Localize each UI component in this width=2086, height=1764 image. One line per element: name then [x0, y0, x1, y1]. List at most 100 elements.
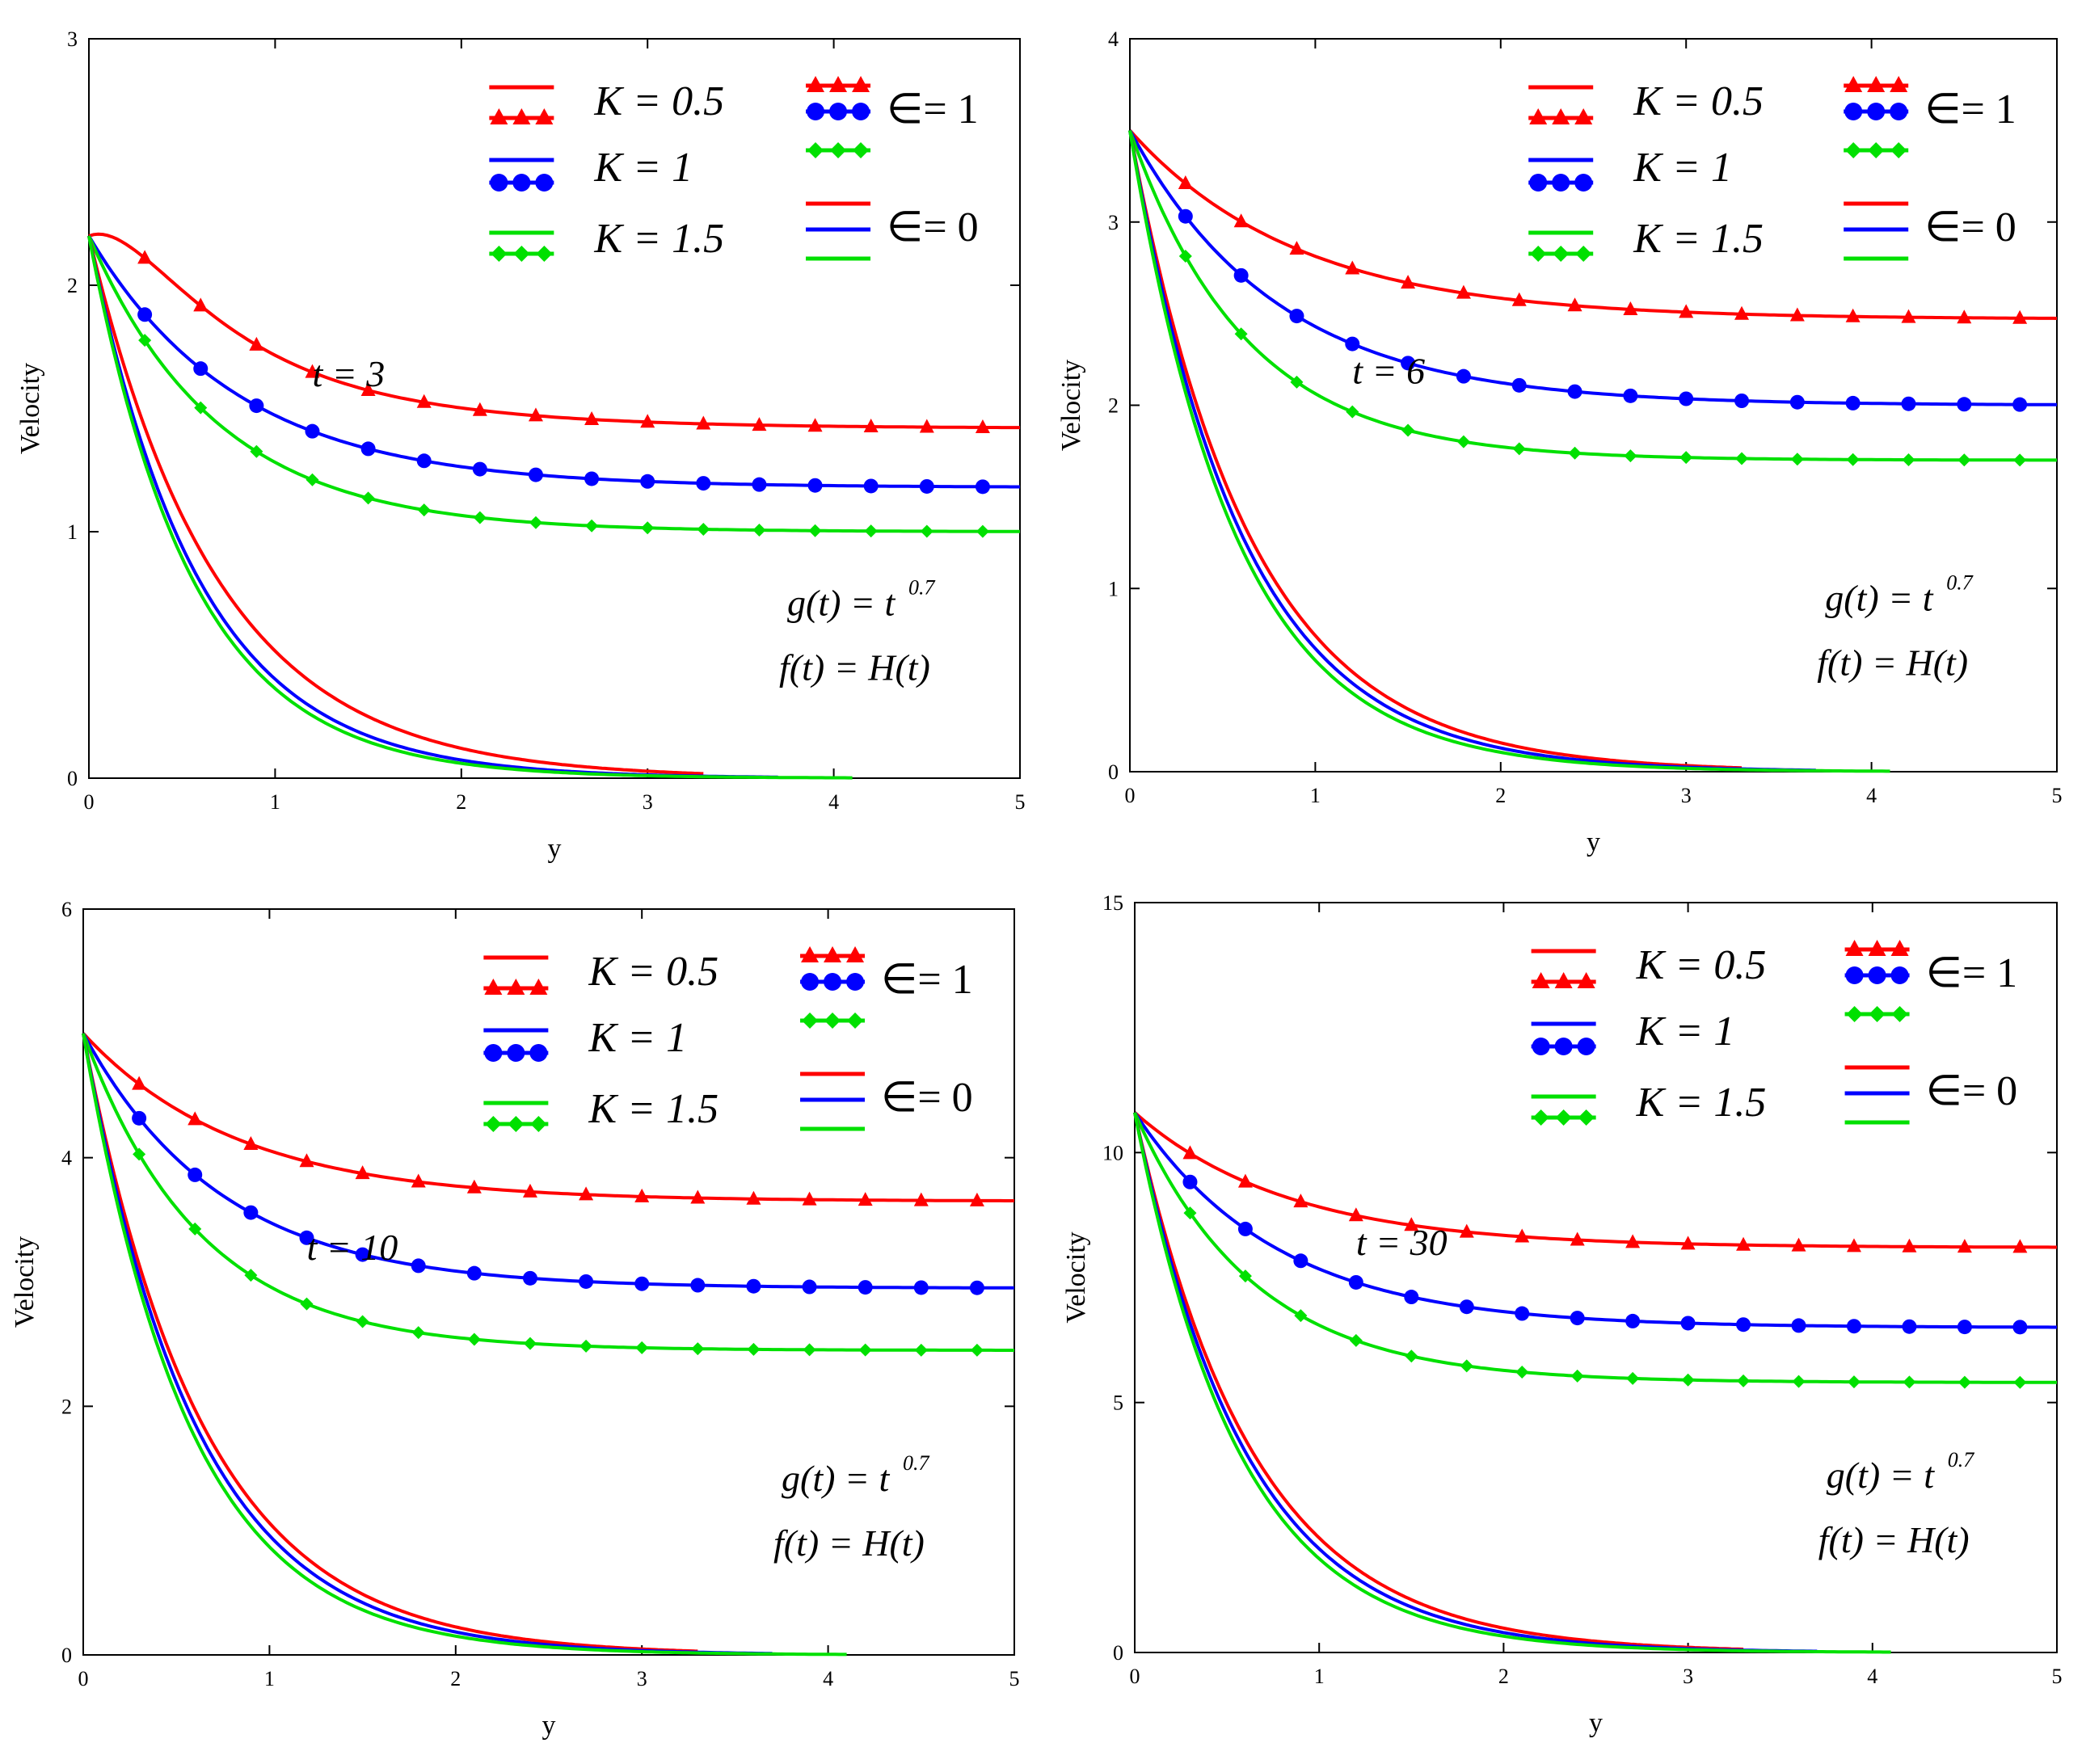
data-point	[976, 524, 989, 538]
y-axis-label: Velocity	[15, 363, 45, 454]
data-point	[466, 1179, 482, 1194]
data-point	[1791, 1237, 1806, 1252]
legend-sym-k15-marker	[1555, 1109, 1572, 1126]
chart-panel-top-right: 0 1 2 3 4 5 0 1 2 3 4 y Velocity K = 0.5 K = 1 K = 1.5 ∈…	[1056, 27, 2063, 857]
data-point	[2012, 1320, 2028, 1335]
data-point	[188, 1167, 203, 1182]
data-point	[1289, 241, 1304, 255]
data-point	[1957, 397, 1972, 412]
data-point	[585, 519, 599, 533]
legend-sym-k15-marker	[485, 1116, 502, 1132]
data-point	[1903, 1375, 1916, 1389]
data-point	[858, 1343, 872, 1357]
series-line	[1128, 130, 1743, 770]
legend-sym-k05-marker	[1532, 972, 1550, 988]
x-tick-label: 1	[1310, 784, 1321, 807]
data-point	[305, 423, 320, 439]
legend-sym-eps1-red-marker	[1890, 940, 1909, 956]
y-tick-label: 2	[61, 1395, 72, 1418]
data-point	[1234, 327, 1248, 341]
y-axis-label: Velocity	[1056, 360, 1086, 451]
legend-sym-eps1-blue-marker	[1867, 103, 1886, 120]
data-point	[1511, 292, 1527, 306]
data-point	[132, 1076, 147, 1090]
data-point	[1178, 208, 1193, 224]
data-point	[1237, 1173, 1253, 1188]
data-point	[1345, 260, 1360, 275]
x-tick-label: 3	[637, 1667, 647, 1690]
y-tick-label: 4	[61, 1147, 72, 1170]
x-tick-label: 5	[2052, 784, 2063, 807]
data-point	[249, 336, 264, 351]
series-line	[1128, 129, 2058, 320]
legend-sym-k05-marker	[1529, 108, 1548, 124]
data-point	[752, 417, 767, 432]
legend-sym-eps1-green-marker	[1868, 142, 1885, 158]
legend-label-eps0: ∈= 0	[1926, 1068, 2018, 1114]
data-point	[1183, 1206, 1197, 1220]
data-point	[1681, 1373, 1695, 1387]
data-point	[1623, 388, 1638, 403]
legend-label-eps1: ∈= 1	[881, 957, 973, 1003]
data-point	[1846, 1238, 1861, 1252]
data-point	[466, 1265, 482, 1281]
legend-sym-k1-marker	[1552, 174, 1570, 192]
data-point	[523, 1337, 537, 1350]
data-point	[249, 398, 264, 414]
data-point	[299, 1153, 314, 1168]
data-point	[1789, 307, 1805, 322]
data-point	[975, 479, 990, 495]
data-point	[1737, 1374, 1751, 1387]
annotation-f: f(t) = H(t)	[773, 1522, 925, 1564]
legend-sym-eps1-blue-marker	[1845, 966, 1864, 984]
x-axis-label: y	[1589, 1708, 1603, 1738]
annotation-g-exponent: 0.7	[903, 1451, 930, 1475]
legend-sym-k1-marker	[1529, 174, 1548, 192]
data-point	[193, 297, 209, 312]
legend-sym-k15-marker	[1553, 246, 1570, 262]
data-point	[243, 1135, 259, 1150]
data-point	[1679, 391, 1694, 406]
legend-sym-eps1-blue-marker	[829, 103, 848, 120]
x-axis-label: y	[542, 1711, 556, 1741]
data-point	[1902, 453, 1915, 467]
data-point	[1957, 453, 1971, 467]
legend-sym-eps1-blue-marker	[824, 973, 842, 991]
legend-sym-k15-marker	[513, 246, 530, 262]
data-point	[1405, 1349, 1418, 1363]
data-point	[747, 1342, 761, 1356]
data-point	[1348, 1207, 1363, 1222]
series-line	[87, 235, 704, 776]
legend-label-eps0: ∈= 0	[887, 204, 979, 250]
data-point	[1901, 396, 1916, 411]
data-point	[360, 381, 376, 396]
legend-sym-eps1-red-marker	[829, 76, 848, 92]
legend-sym-k1-marker	[529, 1044, 548, 1062]
data-point	[919, 478, 934, 494]
data-point	[1404, 1290, 1419, 1305]
legend-sym-eps1-blue-marker	[1890, 966, 1909, 984]
legend-sym-eps1-green-marker	[807, 142, 824, 158]
legend-sym-eps1-blue-marker	[1868, 966, 1886, 984]
data-point	[635, 1341, 649, 1354]
y-tick-label: 1	[67, 520, 78, 544]
data-point	[1459, 1223, 1474, 1238]
data-point	[969, 1192, 984, 1206]
legend-sym-eps1-red-marker	[1844, 76, 1863, 92]
data-point	[1845, 395, 1861, 410]
data-point	[1736, 1236, 1751, 1251]
legend-sym-eps1-green-marker	[1845, 142, 1862, 158]
data-point	[1290, 375, 1304, 389]
data-point	[634, 1188, 650, 1202]
x-tick-label: 4	[828, 790, 839, 814]
data-point	[1289, 309, 1304, 324]
data-point	[417, 503, 431, 517]
data-point	[1345, 336, 1360, 352]
data-point	[1734, 394, 1750, 409]
data-point	[522, 1183, 537, 1198]
x-tick-label: 5	[2052, 1665, 2063, 1688]
data-point	[411, 1326, 425, 1340]
data-point	[640, 414, 655, 428]
series-line	[82, 1033, 698, 1653]
y-axis-label: Velocity	[1061, 1231, 1091, 1323]
